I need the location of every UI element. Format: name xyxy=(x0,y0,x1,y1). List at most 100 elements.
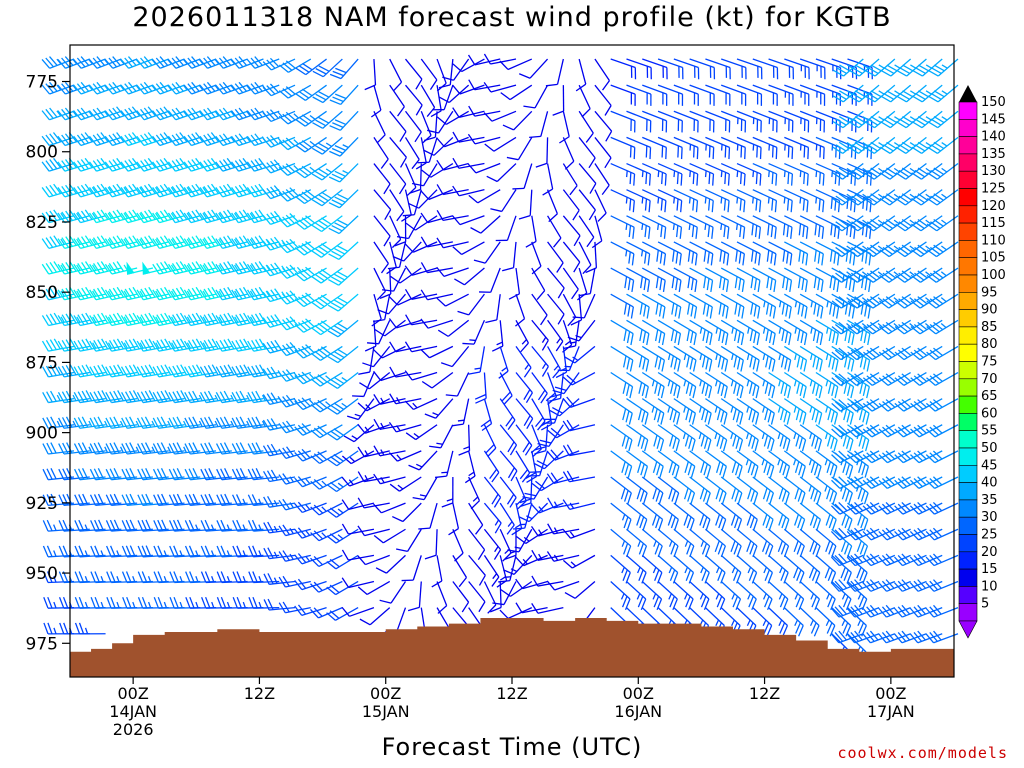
wind-barb xyxy=(515,554,548,567)
wind-barb xyxy=(502,241,517,272)
wind-barb xyxy=(830,553,864,567)
wind-barb xyxy=(326,502,359,518)
wind-barb xyxy=(421,162,454,178)
wind-barb xyxy=(448,502,460,536)
wind-barb xyxy=(327,319,359,338)
wind-barb xyxy=(878,424,911,438)
wind-barb xyxy=(136,209,169,224)
wind-barb xyxy=(878,398,911,412)
wind-barb xyxy=(468,528,486,561)
wind-barb xyxy=(531,293,548,326)
wind-barb xyxy=(831,345,864,361)
wind-barb xyxy=(74,545,106,558)
wind-barb xyxy=(468,476,481,510)
wind-barb xyxy=(295,84,327,101)
wind-barb xyxy=(610,345,634,372)
wind-barb xyxy=(879,189,912,206)
wind-barb xyxy=(768,424,791,452)
wind-barb xyxy=(412,476,438,501)
wind-barb xyxy=(388,421,422,433)
wind-barb xyxy=(878,345,911,361)
wind-barb xyxy=(424,529,438,560)
wind-barb xyxy=(358,346,375,375)
wind-barb xyxy=(411,163,438,187)
wind-barb xyxy=(815,293,840,319)
wind-barb xyxy=(879,163,912,180)
colorbar-segment xyxy=(958,188,978,207)
wind-barb xyxy=(525,215,537,248)
wind-barb xyxy=(381,267,407,292)
colorbar-segment xyxy=(958,326,978,345)
wind-barb xyxy=(89,468,122,481)
wind-barb xyxy=(689,293,713,319)
wind-barb xyxy=(73,442,106,455)
wind-barb xyxy=(894,553,927,567)
wind-barb xyxy=(452,241,485,256)
wind-barb xyxy=(373,345,406,359)
wind-barb xyxy=(862,476,896,489)
wind-barb xyxy=(246,157,280,172)
wind-barb xyxy=(262,288,296,303)
wind-barb xyxy=(90,519,122,532)
wind-barb xyxy=(784,293,808,319)
wind-barb xyxy=(926,189,959,206)
wind-barb xyxy=(562,396,596,408)
wind-barb xyxy=(486,163,517,183)
wind-barb xyxy=(121,390,154,404)
wind-barb xyxy=(278,473,311,485)
wind-barb xyxy=(278,290,312,305)
wind-barb xyxy=(438,58,454,89)
wind-barb xyxy=(137,442,169,455)
wind-barb xyxy=(736,528,758,558)
wind-barb xyxy=(246,209,280,224)
wind-barb xyxy=(799,267,824,293)
wind-barb xyxy=(415,137,427,170)
wind-barb xyxy=(610,241,635,266)
wind-barb xyxy=(657,424,680,452)
wind-barb xyxy=(657,371,681,399)
wind-barb xyxy=(74,622,106,635)
wind-barb xyxy=(752,607,773,637)
wind-barb xyxy=(626,58,652,80)
wind-barb xyxy=(752,371,776,399)
wind-barb xyxy=(815,528,837,558)
wind-barb xyxy=(373,394,406,405)
wind-barb xyxy=(405,215,438,231)
colorbar-label: 110 xyxy=(981,233,1006,248)
wind-barb xyxy=(357,525,390,537)
wind-barb xyxy=(863,319,896,335)
wind-barb xyxy=(578,110,594,143)
wind-barb xyxy=(862,398,896,412)
wind-barb xyxy=(121,519,153,532)
wind-barb xyxy=(705,319,729,346)
colorbar-label: 70 xyxy=(981,372,998,387)
source-credit[interactable]: coolwx.com/models xyxy=(837,744,1008,762)
wind-barb xyxy=(910,345,943,361)
wind-barb xyxy=(440,345,470,368)
colorbar-segment xyxy=(958,395,978,414)
wind-barb xyxy=(736,267,761,293)
wind-barb xyxy=(370,84,382,118)
wind-barb xyxy=(483,424,497,458)
wind-barb xyxy=(247,390,280,404)
wind-barb xyxy=(329,84,359,106)
wind-barb xyxy=(352,372,375,398)
wind-barb xyxy=(388,318,422,329)
wind-barb xyxy=(736,241,761,266)
wind-barb xyxy=(815,371,839,399)
wind-barb xyxy=(329,58,359,80)
wind-barb xyxy=(522,476,549,500)
wind-barb xyxy=(864,58,896,77)
wind-barb xyxy=(689,319,713,346)
wind-barb xyxy=(831,371,864,386)
wind-barb xyxy=(752,241,777,266)
wind-barb xyxy=(736,319,761,346)
wind-barb xyxy=(546,580,580,591)
wind-barb xyxy=(529,111,549,139)
wind-barb xyxy=(705,267,729,293)
wind-barb xyxy=(894,501,927,515)
wind-barb xyxy=(657,345,681,372)
wind-barb xyxy=(736,84,763,106)
wind-barb xyxy=(405,314,438,326)
wind-barb xyxy=(784,84,810,106)
